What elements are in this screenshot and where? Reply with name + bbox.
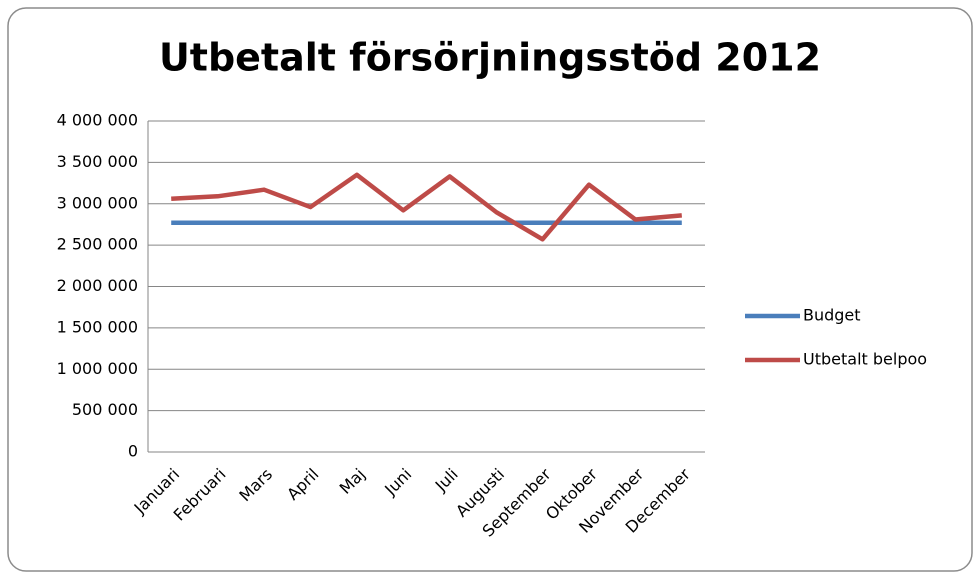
legend-label: Budget [803,306,861,325]
chart-title: Utbetalt försörjningsstöd 2012 [159,36,821,80]
y-tick-label: 3 000 000 [57,193,138,212]
y-tick-label: 500 000 [72,400,138,419]
y-tick-label: 0 [128,442,138,461]
chart-border [7,7,973,572]
y-tick-label: 4 000 000 [57,111,138,130]
legend-label: Utbetalt belpoo [803,350,927,369]
y-tick-label: 3 500 000 [57,152,138,171]
y-tick-label: 1 000 000 [57,359,138,378]
series-line [171,172,682,242]
y-tick-label: 2 500 000 [57,235,138,254]
y-tick-label: 2 000 000 [57,276,138,295]
y-tick-label: 1 500 000 [57,317,138,336]
